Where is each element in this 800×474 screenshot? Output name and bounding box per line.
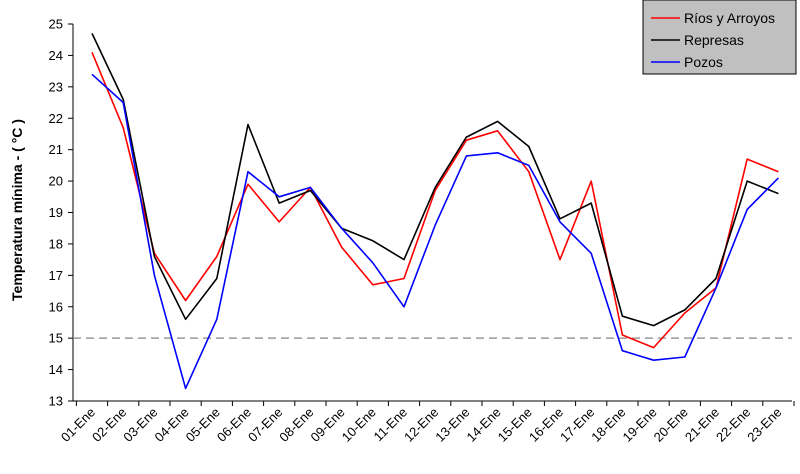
x-tick-label: 10-Ene: [339, 405, 379, 445]
x-tick-label: 13-Ene: [432, 405, 472, 445]
x-tick-label: 06-Ene: [214, 405, 254, 445]
x-tick-label: 16-Ene: [526, 405, 566, 445]
y-tick-label: 25: [49, 17, 63, 32]
x-tick-label: 15-Ene: [495, 405, 535, 445]
series-line: [91, 73, 779, 390]
x-tick-labels: 01-Ene02-Ene03-Ene04-Ene05-Ene06-Ene07-E…: [58, 405, 785, 445]
legend-label: Represas: [684, 32, 744, 48]
x-tick-label: 20-Ene: [651, 405, 691, 445]
y-tick-label: 23: [49, 79, 63, 94]
x-tick-label: 05-Ene: [183, 405, 223, 445]
legend: Ríos y Arroyos Represas Pozos: [642, 0, 797, 75]
x-tick-label: 22-Ene: [713, 405, 753, 445]
legend-label: Ríos y Arroyos: [684, 10, 775, 26]
x-tick-label: 21-Ene: [682, 405, 722, 445]
x-tick-label: 01-Ene: [58, 405, 98, 445]
x-tick-label: 18-Ene: [588, 405, 628, 445]
y-tick-label: 22: [49, 111, 63, 126]
y-tick-label: 24: [49, 48, 63, 63]
series-line: [91, 33, 779, 327]
y-tick-labels: 13 14 15 16 17 18 19 20 21 22 23 24 25: [49, 17, 63, 409]
x-tick-label: 07-Ene: [245, 405, 285, 445]
x-tick-label: 23-Ene: [744, 405, 784, 445]
y-tick-label: 15: [49, 331, 63, 346]
x-tick-label: 02-Ene: [89, 405, 129, 445]
y-tick-label: 14: [49, 362, 63, 377]
axes: [68, 23, 795, 406]
y-tick-label: 16: [49, 299, 63, 314]
x-tick-label: 04-Ene: [151, 405, 191, 445]
x-tick-label: 17-Ene: [557, 405, 597, 445]
series-line: [91, 51, 779, 349]
y-axis-title: Temperatura mínima - ( °C ): [9, 119, 25, 301]
x-tick-label: 19-Ene: [619, 405, 659, 445]
x-tick-label: 14-Ene: [463, 405, 503, 445]
x-tick-label: 12-Ene: [401, 405, 441, 445]
x-tick-label: 09-Ene: [307, 405, 347, 445]
y-tick-label: 17: [49, 268, 63, 283]
series-lines: [91, 33, 779, 390]
y-tick-label: 18: [49, 236, 63, 251]
y-tick-label: 19: [49, 205, 63, 220]
legend-label: Pozos: [684, 54, 723, 70]
y-tick-label: 20: [49, 174, 63, 189]
y-tick-label: 21: [49, 142, 63, 157]
x-tick-label: 08-Ene: [276, 405, 316, 445]
y-tick-label: 13: [49, 394, 63, 409]
x-tick-label: 03-Ene: [120, 405, 160, 445]
